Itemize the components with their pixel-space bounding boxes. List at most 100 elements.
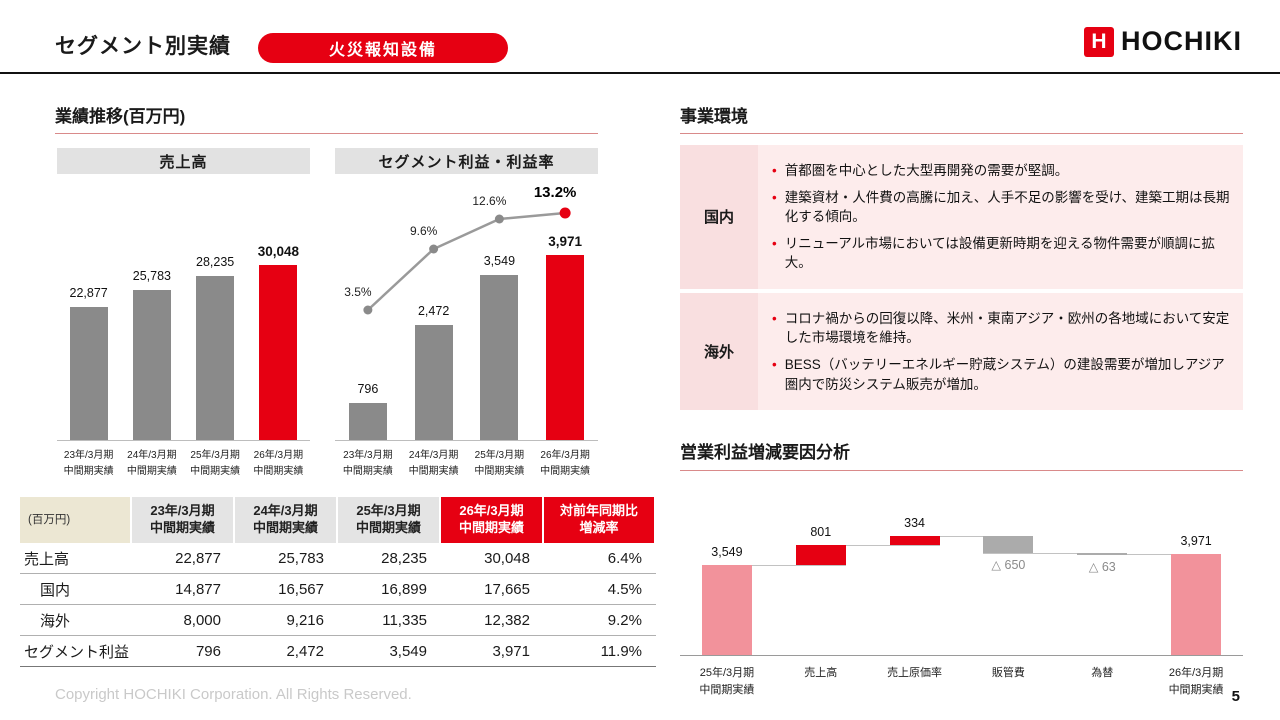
table-cell: 11,335 — [338, 605, 441, 636]
table-cell: 9,216 — [235, 605, 338, 636]
table-cell: 12,382 — [441, 605, 544, 636]
table-cell: 2,472 — [235, 636, 338, 667]
bullet-icon: • — [772, 189, 777, 205]
env-section-body: • 首都圏を中心とした大型再開発の需要が堅調。 • 建築資材・人件費の高騰に加え、人手… — [758, 145, 1243, 289]
table-column-header: 23年/3月期 中間期実績 — [132, 497, 235, 543]
bullet-icon: • — [772, 235, 777, 251]
table-cell: 30,048 — [441, 543, 544, 574]
axis-category-label: 26年/3月期 中間期実績 — [253, 450, 304, 477]
bar-value-label: 22,877 — [69, 285, 108, 300]
operating-profit-waterfall-chart: 3,549 25年/3月期 中間期実績 801 売上高 334 売上原価率 △ 650 販管費… — [680, 478, 1243, 702]
bullet-icon: • — [772, 163, 777, 178]
business-env-underline — [680, 133, 1243, 134]
env-bullet-item: • 首都圏を中心とした大型再開発の需要が堅調。 — [764, 161, 1231, 181]
copyright-text: Copyright HOCHIKI Corporation. All Right… — [55, 686, 412, 703]
table-cell: 4.5% — [544, 574, 656, 605]
business-env-table: 国内 • 首都圏を中心とした大型再開発の需要が堅調。 • 建築資材・人件費の高騰に加え、… — [680, 145, 1243, 414]
bullet-text: BESS（バッテリーエネルギー貯蔵システム）の建設需要が増加しアジア圏内で防災シ… — [784, 356, 1225, 392]
bar-value-label: 2,472 — [417, 303, 450, 318]
table-cell: 16,567 — [235, 574, 338, 605]
table-cell: 796 — [132, 636, 235, 667]
table-row: 海外 8,000 9,216 11,335 12,382 9.2% — [20, 605, 656, 636]
table-cell: 16,899 — [338, 574, 441, 605]
hochiki-logo-icon: H — [1084, 26, 1114, 57]
table-cell: 22,877 — [132, 543, 235, 574]
table-cell: 8,000 — [132, 605, 235, 636]
bar-value-label: 25,783 — [132, 268, 171, 283]
table-row: セグメント利益 796 2,472 3,549 3,971 11.9% — [20, 636, 656, 667]
profit-chart-bar-3 — [480, 274, 519, 440]
waterfall-connector — [1077, 554, 1222, 556]
profit-rate-line — [363, 207, 571, 315]
sales-chart-bar-4 — [259, 265, 298, 440]
waterfall-value-label: △ 650 — [991, 557, 1026, 572]
bar-value-label: 3,549 — [483, 253, 516, 268]
profit-bar-line-chart: 796 23年/3月期 中間期実績 2,472 24年/3月期 中間期実績 3,549 2… — [335, 180, 598, 492]
table-cell: 11.9% — [544, 636, 656, 667]
waterfall-bar-1 — [701, 565, 752, 655]
row-label: 国内 — [20, 574, 132, 605]
bullet-text: コロナ禍からの回復以降、米州・東南アジア・欧州の各地域において安定した市場環境を… — [784, 310, 1230, 346]
table-cell: 25,783 — [235, 543, 338, 574]
table-cell: 17,665 — [441, 574, 544, 605]
row-label: 売上高 — [20, 543, 132, 574]
table-row: 国内 14,877 16,567 16,899 17,665 4.5% — [20, 574, 656, 605]
axis-category-label: 26年/3月期 中間期実績 — [1168, 667, 1224, 697]
page-title: セグメント別実績 — [55, 35, 231, 58]
x-axis-line — [680, 655, 1243, 656]
table-column-header: 26年/3月期 中間期実績 — [441, 497, 544, 543]
profit-chart-bar-2 — [414, 324, 453, 440]
bullet-icon: • — [772, 310, 777, 326]
hochiki-logo-text: HOCHIKI — [1121, 26, 1242, 56]
waterfall-value-label: 3,549 — [711, 545, 743, 559]
env-section-1: 国内 • 首都圏を中心とした大型再開発の需要が堅調。 • 建築資材・人件費の高騰に加え、… — [680, 145, 1243, 289]
axis-category-label: 24年/3月期 中間期実績 — [126, 450, 177, 477]
axis-category-label: 売上高 — [804, 667, 838, 679]
sales-chart-bar-1 — [69, 306, 108, 440]
sales-chart-bar-3 — [196, 275, 235, 440]
page-number: 5 — [1231, 688, 1240, 705]
env-bullet-item: • 建築資材・人件費の高騰に加え、人手不足の影響を受け、建築工期は長期化する傾向。 — [764, 188, 1231, 227]
waterfall-bar-5 — [1077, 552, 1128, 555]
waterfall-connector — [701, 565, 846, 566]
waterfall-bar-2 — [795, 544, 846, 565]
table-cell: 6.4% — [544, 543, 656, 574]
axis-category-label: 25年/3月期 中間期実績 — [190, 450, 241, 477]
env-section-label: 海外 — [680, 292, 758, 411]
waterfall-bar-6 — [1171, 554, 1222, 655]
profit-rate-label: 12.6% — [472, 194, 507, 208]
env-bullet-item: • コロナ禍からの回復以降、米州・東南アジア・欧州の各地域において安定した市場環境… — [764, 309, 1231, 348]
waterfall-value-label: △ 63 — [1088, 559, 1116, 574]
bullet-text: リニューアル市場においては設備更新時期を迎える物件需要が順調に拡大。 — [784, 235, 1215, 271]
axis-category-label: 24年/3月期 中間期実績 — [408, 450, 459, 477]
profit-chart-bar-1 — [348, 402, 387, 440]
table-cell: 28,235 — [338, 543, 441, 574]
performance-table: (百万円) 23年/3月期 中間期実績 24年/3月期 中間期実績 25年/3月期 中… — [20, 497, 656, 667]
performance-section-underline — [55, 133, 598, 134]
waterfall-title: 営業利益増減要因分析 — [680, 443, 850, 462]
env-bullet-item: • リニューアル市場においては設備更新時期を迎える物件需要が順調に拡大。 — [764, 234, 1231, 273]
table-column-header: 対前年同期比 増減率 — [544, 497, 656, 543]
table-column-header: 24年/3月期 中間期実績 — [235, 497, 338, 543]
x-axis-line — [57, 440, 310, 441]
profit-chart-bar-4 — [546, 255, 585, 440]
axis-category-label: 売上原価率 — [887, 667, 943, 679]
sales-chart-bar-2 — [132, 289, 171, 440]
profit-rate-label: 13.2% — [533, 184, 577, 201]
bullet-text: 建築資材・人件費の高騰に加え、人手不足の影響を受け、建築工期は長期化する傾向。 — [784, 189, 1230, 225]
sales-chart-label: 売上高 — [57, 148, 310, 174]
waterfall-connector — [889, 536, 1034, 538]
waterfall-value-label: 334 — [904, 516, 925, 531]
profit-rate-label: 9.6% — [409, 224, 438, 238]
header-divider — [0, 72, 1280, 74]
waterfall-underline — [680, 470, 1243, 471]
profit-chart-label: セグメント利益・利益率 — [335, 148, 598, 174]
profit-rate-label: 3.5% — [344, 285, 372, 299]
env-bullet-item: • BESS（バッテリーエネルギー貯蔵システム）の建設需要が増加しアジア圏内で防災… — [764, 355, 1231, 394]
axis-category-label: 25年/3月期 中間期実績 — [474, 450, 525, 477]
table-cell: 3,971 — [441, 636, 544, 667]
axis-category-label: 23年/3月期 中間期実績 — [63, 450, 114, 477]
table-unit-header: (百万円) — [20, 497, 132, 543]
segment-badge: 火災報知設備 — [258, 33, 508, 63]
